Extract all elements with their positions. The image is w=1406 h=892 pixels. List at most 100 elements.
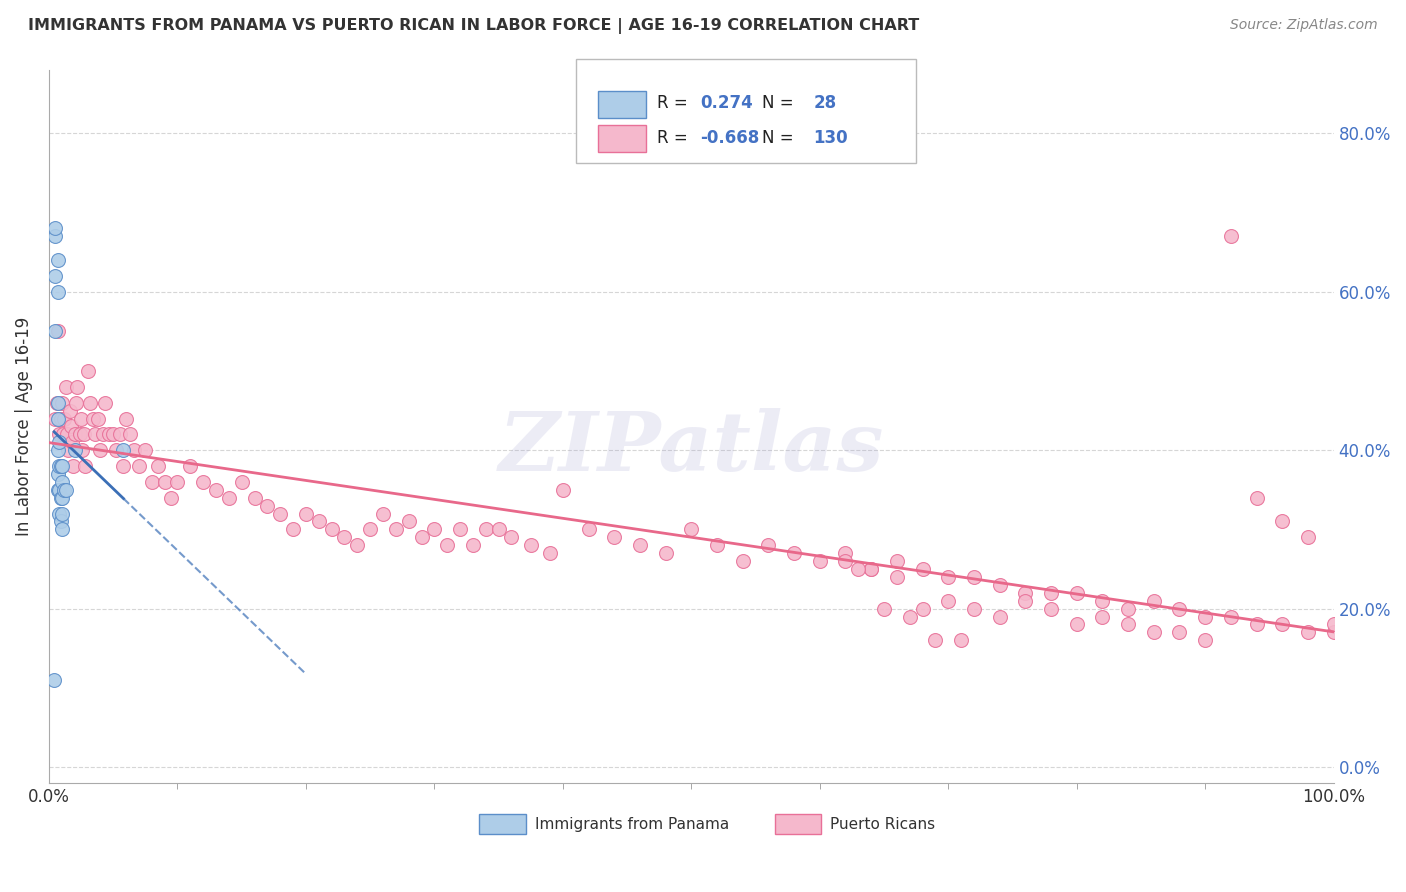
Point <box>398 515 420 529</box>
Point <box>56 427 79 442</box>
Point <box>49 515 72 529</box>
Point <box>963 601 986 615</box>
Point <box>243 491 266 505</box>
Point <box>44 221 66 235</box>
Point <box>783 546 806 560</box>
Text: 28: 28 <box>813 95 837 112</box>
Point <box>141 475 163 489</box>
Point <box>371 507 394 521</box>
Point <box>76 364 98 378</box>
Point <box>112 458 135 473</box>
Point <box>1014 593 1036 607</box>
Point <box>758 538 780 552</box>
Point <box>49 491 72 505</box>
Point <box>578 523 600 537</box>
Point <box>860 562 883 576</box>
Point <box>1091 609 1114 624</box>
Point <box>48 435 70 450</box>
Point <box>1271 515 1294 529</box>
Point <box>48 507 70 521</box>
Point <box>706 538 728 552</box>
Point <box>860 562 883 576</box>
Point <box>44 268 66 283</box>
Point <box>46 443 69 458</box>
Point <box>551 483 574 497</box>
Point <box>731 554 754 568</box>
Text: N =: N = <box>762 128 799 146</box>
Text: 0.274: 0.274 <box>700 95 754 112</box>
Point <box>1014 586 1036 600</box>
Point <box>1219 609 1241 624</box>
Point <box>1194 609 1216 624</box>
Point <box>231 475 253 489</box>
Point <box>1168 601 1191 615</box>
Point <box>1246 491 1268 505</box>
Point <box>1271 617 1294 632</box>
Point <box>501 530 523 544</box>
Point <box>1066 586 1088 600</box>
Point <box>63 427 86 442</box>
FancyBboxPatch shape <box>598 91 647 118</box>
Point <box>436 538 458 552</box>
Point <box>603 530 626 544</box>
Point <box>1091 593 1114 607</box>
Point <box>1323 625 1346 640</box>
Point <box>58 443 80 458</box>
Point <box>359 523 381 537</box>
Point <box>423 523 446 537</box>
Text: Immigrants from Panama: Immigrants from Panama <box>534 817 728 832</box>
FancyBboxPatch shape <box>598 125 647 152</box>
Point <box>654 546 676 560</box>
Point <box>73 427 96 442</box>
Point <box>628 538 651 552</box>
Point <box>69 427 91 442</box>
Text: Puerto Ricans: Puerto Ricans <box>830 817 935 832</box>
Point <box>179 458 201 473</box>
Point <box>46 285 69 299</box>
Point <box>55 483 77 497</box>
Point <box>411 530 433 544</box>
Point <box>51 523 73 537</box>
Point <box>91 427 114 442</box>
Text: N =: N = <box>762 95 799 112</box>
Point <box>988 578 1011 592</box>
Point <box>58 403 80 417</box>
Point <box>53 483 76 497</box>
Point <box>48 458 70 473</box>
Point <box>44 411 66 425</box>
FancyBboxPatch shape <box>479 814 526 834</box>
Text: ZIPatlas: ZIPatlas <box>499 408 884 488</box>
Text: -0.668: -0.668 <box>700 128 759 146</box>
Point <box>886 554 908 568</box>
Point <box>256 499 278 513</box>
Point <box>911 601 934 615</box>
Point <box>98 427 121 442</box>
Point <box>1066 617 1088 632</box>
Point <box>950 633 973 648</box>
Point <box>79 395 101 409</box>
Point <box>62 458 84 473</box>
FancyBboxPatch shape <box>575 59 917 162</box>
Point <box>51 491 73 505</box>
Point <box>42 673 65 687</box>
Point <box>49 411 72 425</box>
Point <box>51 395 73 409</box>
Point <box>128 458 150 473</box>
Point <box>1143 593 1166 607</box>
Point <box>488 523 510 537</box>
Point <box>115 411 138 425</box>
Point <box>1246 617 1268 632</box>
Point <box>218 491 240 505</box>
Point <box>308 515 330 529</box>
Point <box>1116 601 1139 615</box>
Point <box>46 483 69 497</box>
Point <box>1296 530 1319 544</box>
Point <box>1116 617 1139 632</box>
Point <box>44 229 66 244</box>
Point <box>1040 601 1063 615</box>
Point <box>46 467 69 481</box>
Point <box>1323 617 1346 632</box>
Point <box>538 546 561 560</box>
Point <box>134 443 156 458</box>
Point <box>295 507 318 521</box>
